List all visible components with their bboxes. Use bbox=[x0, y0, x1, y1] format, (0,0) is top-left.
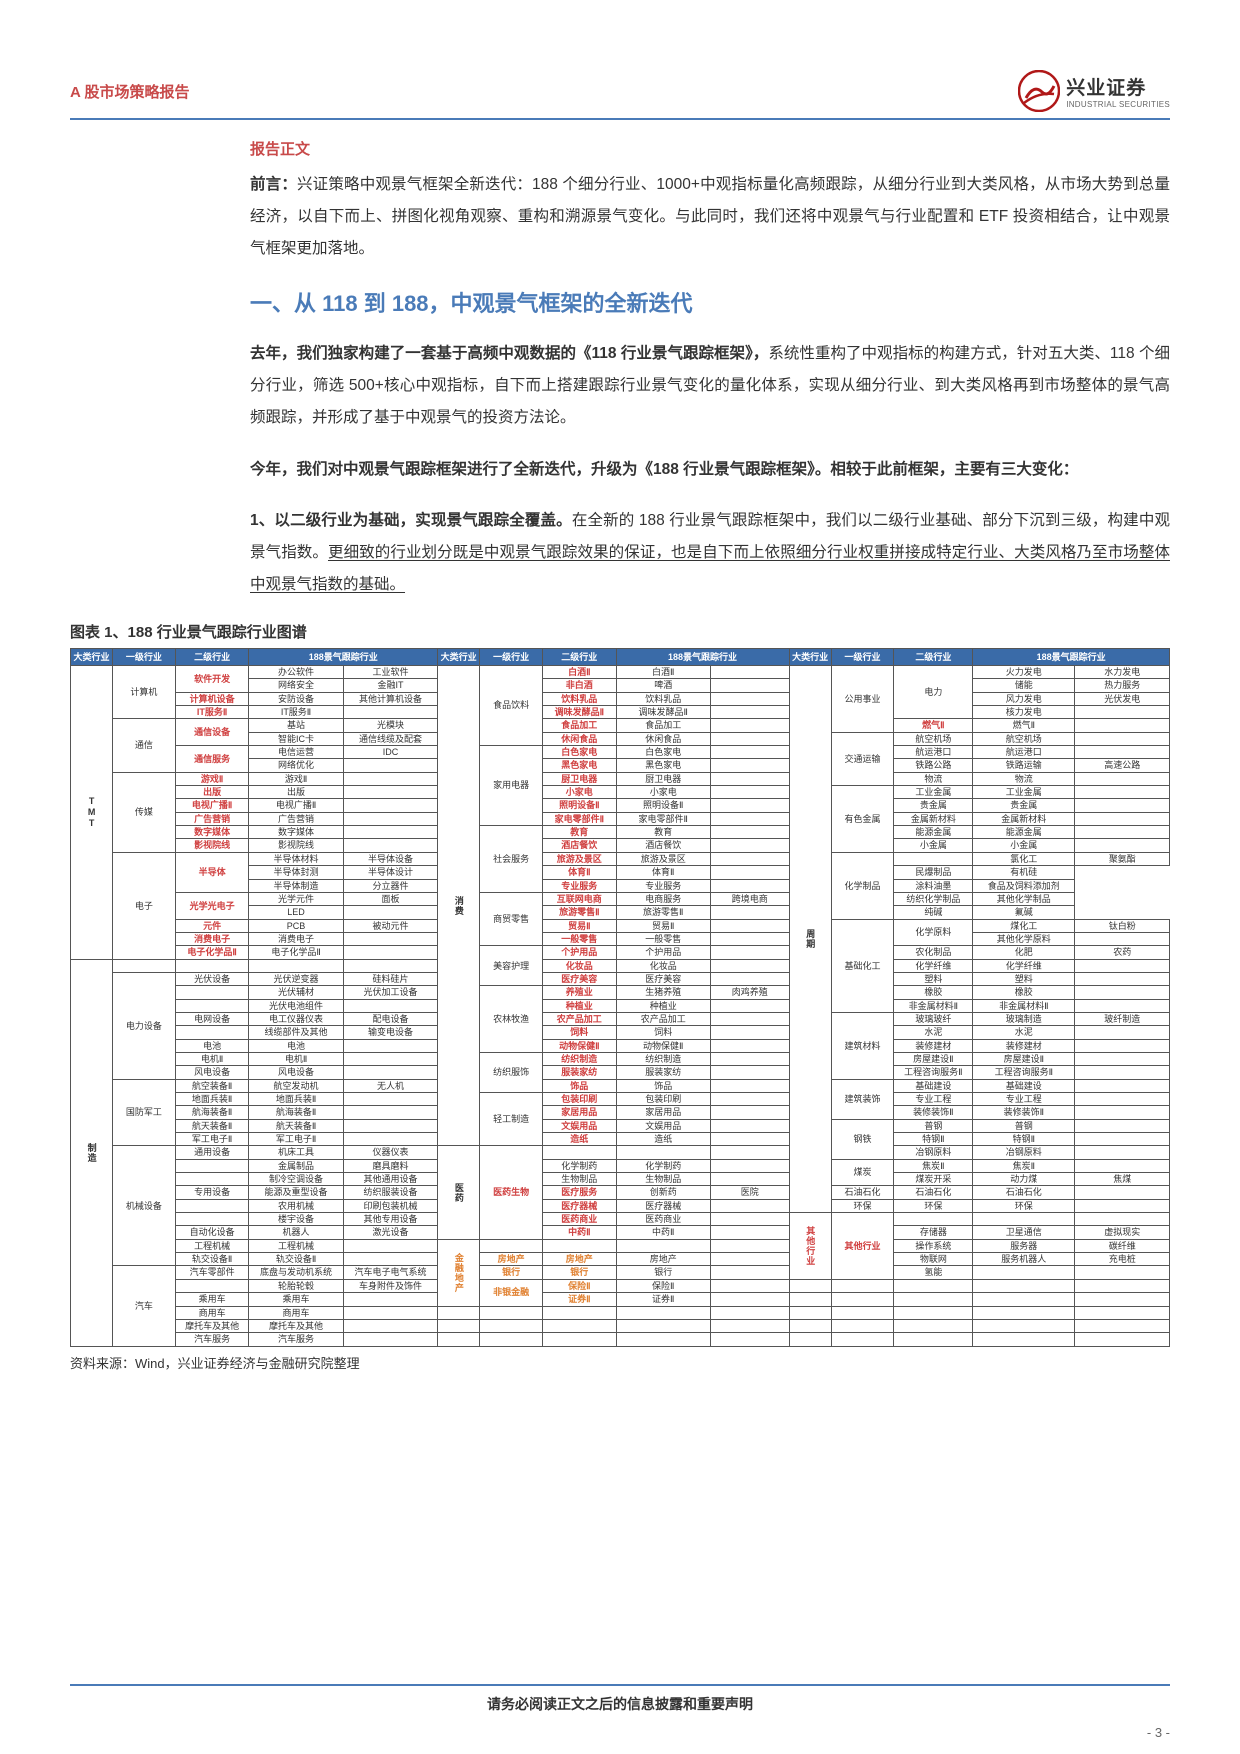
industry-map-table: 大类行业一级行业二级行业188景气跟踪行业大类行业一级行业二级行业188景气跟踪… bbox=[70, 648, 1170, 1347]
heading-1: 一、从 118 到 188，中观景气框架的全新迭代 bbox=[250, 286, 1170, 318]
para2-text: 今年，我们对中观景气跟踪框架进行了全新迭代，升级为《188 行业景气跟踪框架》。… bbox=[250, 461, 1078, 478]
logo-text-en: INDUSTRIAL SECURITIES bbox=[1066, 100, 1170, 109]
source-note: 资料来源：Wind，兴业证券经济与金融研究院整理 bbox=[70, 1353, 1170, 1372]
industry-table: 大类行业一级行业二级行业188景气跟踪行业大类行业一级行业二级行业188景气跟踪… bbox=[70, 648, 1170, 1347]
body-content: 报告正文 前言：兴证策略中观景气框架全新迭代：188 个细分行业、1000+中观… bbox=[70, 138, 1170, 601]
page-footer: 请务必阅读正文之后的信息披露和重要声明 bbox=[70, 1684, 1170, 1714]
intro-paragraph: 前言：兴证策略中观景气框架全新迭代：188 个细分行业、1000+中观指标量化高… bbox=[250, 169, 1170, 264]
logo-text-cn: 兴业证券 bbox=[1066, 73, 1170, 100]
figure-title: 图表 1、188 行业景气跟踪行业图谱 bbox=[70, 621, 1170, 642]
para3-lead: 1、以二级行业为基础，实现景气跟踪全覆盖。 bbox=[250, 512, 572, 529]
logo-icon bbox=[1018, 70, 1060, 112]
paragraph-3: 1、以二级行业为基础，实现景气跟踪全覆盖。在全新的 188 行业景气跟踪框架中，… bbox=[250, 505, 1170, 600]
page-number: - 3 - bbox=[1147, 1725, 1170, 1740]
company-logo: 兴业证券 INDUSTRIAL SECURITIES bbox=[1018, 70, 1170, 112]
footer-disclaimer: 请务必阅读正文之后的信息披露和重要声明 bbox=[487, 1694, 753, 1714]
header-title: A 股市场策略报告 bbox=[70, 81, 189, 102]
figure-name: 188 行业景气跟踪行业图谱 bbox=[128, 624, 307, 641]
figure-label: 图表 1、 bbox=[70, 624, 128, 641]
section-label: 报告正文 bbox=[250, 138, 1170, 159]
page-header: A 股市场策略报告 兴业证券 INDUSTRIAL SECURITIES bbox=[70, 70, 1170, 120]
intro-text: 兴证策略中观景气框架全新迭代：188 个细分行业、1000+中观指标量化高频跟踪… bbox=[250, 176, 1170, 257]
para3-ul: 更细致的行业划分既是中观景气跟踪效果的保证，也是自下而上依照细分行业权重拼接成特… bbox=[250, 544, 1170, 593]
paragraph-1: 去年，我们独家构建了一套基于高频中观数据的《118 行业景气跟踪框架》，系统性重… bbox=[250, 338, 1170, 433]
intro-prefix: 前言： bbox=[250, 176, 297, 193]
para1-lead: 去年，我们独家构建了一套基于高频中观数据的《118 行业景气跟踪框架》， bbox=[250, 345, 768, 362]
paragraph-2: 今年，我们对中观景气跟踪框架进行了全新迭代，升级为《188 行业景气跟踪框架》。… bbox=[250, 454, 1170, 486]
